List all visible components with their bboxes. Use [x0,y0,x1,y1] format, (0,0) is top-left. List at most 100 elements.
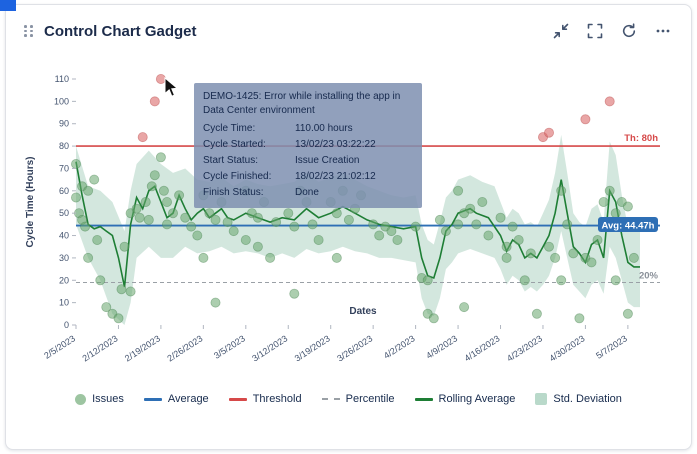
tooltip-value: 110.00 hours [295,123,353,134]
issue-dot [289,221,300,232]
issue-dot [198,252,209,263]
issue-dot [131,203,142,214]
gadget-title: Control Chart Gadget [44,22,197,40]
issue-dot [167,208,178,219]
issue-dot [622,308,633,319]
issue-dot [265,252,276,263]
issue-dot [465,203,476,214]
svg-text:4/30/2023: 4/30/2023 [547,333,586,363]
y-axis-label: Cycle Time (Hours) [25,157,36,248]
issue-dot [507,221,518,232]
issue-dot [622,201,633,212]
more-options-button[interactable] [653,21,673,41]
issue-dot [192,230,203,241]
issue-dot [161,196,172,207]
tooltip-issue-title: DEMO-1425: Error while installing the ap… [203,91,401,116]
svg-text:0: 0 [64,320,69,330]
tooltip-details: Cycle Time: 110.00 hours Cycle Started: 13… [203,122,413,200]
issue-dot [574,313,585,324]
svg-text:40: 40 [59,231,69,241]
issue-dot [440,226,451,237]
legend-label: Percentile [345,393,395,405]
issue-dot [459,302,470,313]
issue-dot [392,234,403,245]
issue-dot [544,241,555,252]
issue-dot [501,252,512,263]
legend-issues[interactable]: Issues [75,393,124,405]
issue-dot [155,152,166,163]
tooltip-label: Cycle Finished: [203,171,272,182]
drag-handle-icon[interactable] [24,25,34,37]
average-line-swatch [143,397,162,401]
issue-dot [83,252,94,263]
issue-dot [568,248,579,259]
percentile-label: 20% [639,271,659,282]
issue-dot [149,170,160,181]
legend-std-deviation[interactable]: Std. Deviation [535,393,622,405]
issue-dot [556,275,567,286]
issue-dot-outlier [604,96,615,107]
issue-dot [140,196,151,207]
issue-dot [186,221,197,232]
issue-dot [519,275,530,286]
issue-dot [525,248,536,259]
mouse-cursor-icon [164,77,179,97]
tooltip-label: Cycle Time: [203,123,256,134]
svg-text:3/19/2023: 3/19/2023 [293,333,332,363]
svg-text:2/19/2023: 2/19/2023 [123,333,162,363]
legend-rolling-average[interactable]: Rolling Average [414,393,515,405]
svg-text:2/5/2023: 2/5/2023 [42,333,77,360]
issue-dot [471,219,482,230]
svg-text:50: 50 [59,208,69,218]
issue-dot [501,241,512,252]
issue-dot [374,230,385,241]
fullscreen-icon [587,23,603,39]
issue-dot [89,174,100,185]
issue-dot [604,185,615,196]
issue-dot [453,219,464,230]
issue-dot [453,185,464,196]
gadget-header: Control Chart Gadget [18,15,679,47]
issue-dot [180,212,191,223]
tooltip-label: Start Status: [203,155,259,166]
issue-dot [204,208,215,219]
issue-dot-outlier [580,114,591,125]
legend-average[interactable]: Average [143,393,209,405]
issue-dot [83,185,94,196]
svg-text:4/16/2023: 4/16/2023 [463,333,502,363]
legend-threshold[interactable]: Threshold [228,393,302,405]
svg-text:80: 80 [59,141,69,151]
svg-text:30: 30 [59,253,69,263]
issue-dot [483,230,494,241]
svg-text:3/26/2023: 3/26/2023 [335,333,374,363]
x-axis-label: Dates [349,306,377,317]
issue-dot-outlier [149,96,160,107]
chart-area: 0 10 20 30 40 50 60 70 80 90 100 110 2/5/2023 2/12/20… [18,69,679,387]
issue-dot [495,212,506,223]
issue-dot [531,308,542,319]
issue-dot [228,226,239,237]
refresh-button[interactable] [619,21,639,41]
svg-text:20: 20 [59,275,69,285]
percentile-dash-swatch [321,398,340,400]
legend-percentile[interactable]: Percentile [321,393,395,405]
collapse-button[interactable] [551,21,571,41]
issue-dot [116,284,127,295]
issue-dot [146,181,157,192]
collapse-arrows-icon [553,23,569,39]
legend-label: Std. Deviation [553,393,622,405]
issue-dot [125,286,136,297]
tooltip-value: Done [295,187,319,198]
issue-dot [134,212,145,223]
issue-dot [80,221,91,232]
refresh-icon [622,23,636,38]
threshold-line-swatch [228,397,247,401]
issue-dot [95,275,106,286]
tooltip-value: Issue Creation [295,155,360,166]
tooltip-label: Cycle Started: [203,139,266,150]
issue-dot [610,275,621,286]
fullscreen-button[interactable] [585,21,605,41]
issue-dot [331,252,342,263]
issue-dot [422,275,433,286]
svg-text:4/9/2023: 4/9/2023 [424,333,459,360]
